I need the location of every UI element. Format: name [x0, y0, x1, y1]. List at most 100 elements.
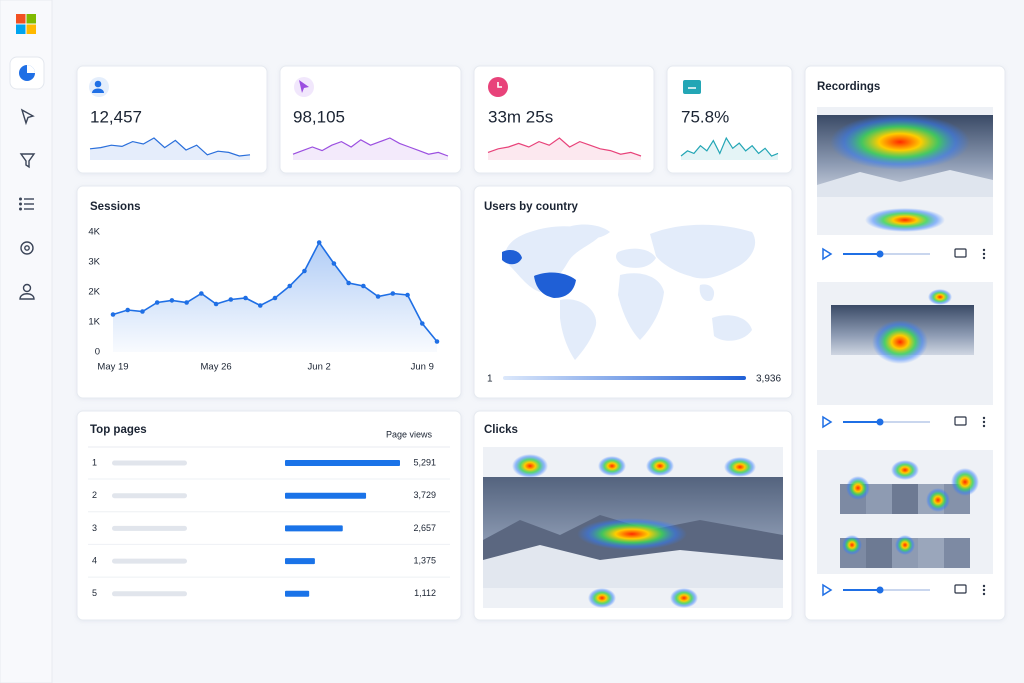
more-dot	[982, 248, 986, 252]
bar	[285, 558, 315, 565]
play-button[interactable]	[822, 247, 833, 261]
value-label: 1,375	[413, 555, 436, 565]
recording-thumbnail	[817, 282, 993, 405]
kpi-card	[473, 65, 655, 174]
map-scale-min: 1	[487, 374, 493, 385]
line-point	[419, 321, 425, 326]
play-button[interactable]	[822, 583, 833, 597]
card-title: Users by country	[484, 201, 579, 213]
card-title: Recordings	[817, 81, 880, 93]
map-region-highlight	[502, 250, 522, 265]
clicks-heatmap	[483, 447, 783, 608]
line-area	[113, 242, 437, 352]
row-rank: 5	[92, 588, 97, 598]
page-name-placeholder	[112, 558, 187, 564]
sparkline	[680, 136, 779, 157]
world-map	[505, 224, 756, 360]
line-point	[110, 312, 116, 317]
bar	[285, 525, 343, 532]
line-point	[243, 295, 248, 301]
line-point	[316, 240, 322, 245]
recording-thumbnail	[817, 450, 993, 574]
logo	[16, 14, 36, 34]
nav-list[interactable]	[19, 197, 34, 211]
kpi-value: 12,457	[90, 107, 142, 126]
play-button[interactable]	[822, 415, 833, 429]
kpi-value: 33m 25s	[488, 107, 553, 126]
progress-knob[interactable]	[876, 586, 884, 594]
x-tick-label: Jun 2	[308, 362, 331, 373]
value-label: 5,291	[413, 457, 436, 467]
sparkline-area	[681, 138, 778, 160]
line-point	[390, 291, 396, 296]
page-name-placeholder	[112, 493, 187, 499]
line-point	[213, 301, 219, 307]
progress-knob[interactable]	[876, 418, 884, 426]
y-tick-label: 4K	[88, 227, 100, 238]
nav-users[interactable]	[19, 283, 35, 300]
row-rank: 1	[92, 457, 97, 467]
sparkline	[487, 137, 642, 157]
map-scale-max: 3,936	[756, 374, 781, 385]
more-dot	[982, 420, 986, 424]
sparkline	[89, 137, 251, 157]
sparkline-area	[488, 138, 641, 160]
kpi-card	[279, 65, 462, 174]
kpi-icon-box	[683, 80, 701, 94]
page-name-placeholder	[112, 591, 187, 597]
more-dot	[982, 256, 986, 260]
line-point	[331, 261, 337, 266]
line-point	[272, 295, 278, 301]
line-point	[346, 280, 351, 286]
page-name-placeholder	[112, 525, 187, 531]
nav-dashboard-icon-part	[27, 65, 35, 73]
row-rank: 4	[92, 555, 97, 565]
line-point	[287, 283, 293, 289]
column-header: Page views	[386, 429, 433, 439]
kpi-card	[76, 65, 268, 174]
line-point	[199, 291, 204, 296]
row-rank: 2	[92, 490, 97, 500]
more-dot	[982, 252, 986, 256]
line-point	[154, 300, 160, 305]
bar	[285, 492, 367, 499]
row-rank: 3	[92, 523, 97, 533]
line-point	[434, 339, 440, 344]
y-tick-label: 0	[95, 347, 100, 358]
line-point	[375, 294, 381, 299]
card-title: Sessions	[90, 201, 141, 213]
map-region-highlight	[534, 272, 576, 298]
line-point	[361, 283, 366, 289]
screen-button[interactable]	[954, 584, 967, 594]
line-point	[257, 303, 263, 308]
nav-settings[interactable]	[20, 241, 34, 255]
x-tick-label: May 26	[201, 362, 232, 373]
screen-button[interactable]	[954, 248, 967, 258]
more-dot	[982, 592, 986, 596]
sidebar	[0, 0, 53, 683]
more-dot	[982, 584, 986, 588]
recording-thumbnail	[817, 107, 993, 235]
line-point	[140, 309, 145, 314]
more-dot	[982, 424, 986, 428]
x-tick-label: Jun 9	[411, 362, 434, 373]
screen-button[interactable]	[954, 416, 967, 426]
line-point	[228, 297, 234, 302]
map-scale-bar	[503, 376, 746, 380]
more-dot	[982, 588, 986, 592]
sessions-card	[76, 185, 462, 399]
top-pages-card	[76, 410, 462, 621]
bar	[285, 590, 310, 597]
value-label: 1,112	[414, 588, 436, 598]
value-label: 2,657	[413, 523, 436, 533]
line-point	[405, 292, 410, 298]
kpi-icon-cursor	[299, 80, 309, 93]
progress-knob[interactable]	[876, 250, 884, 258]
page-name-placeholder	[112, 460, 187, 466]
nav-funnels[interactable]	[19, 153, 36, 169]
line-point	[169, 298, 175, 303]
bar	[285, 460, 400, 466]
kpi-icon-clock-hands	[497, 82, 502, 88]
nav-clicks[interactable]	[20, 108, 35, 126]
